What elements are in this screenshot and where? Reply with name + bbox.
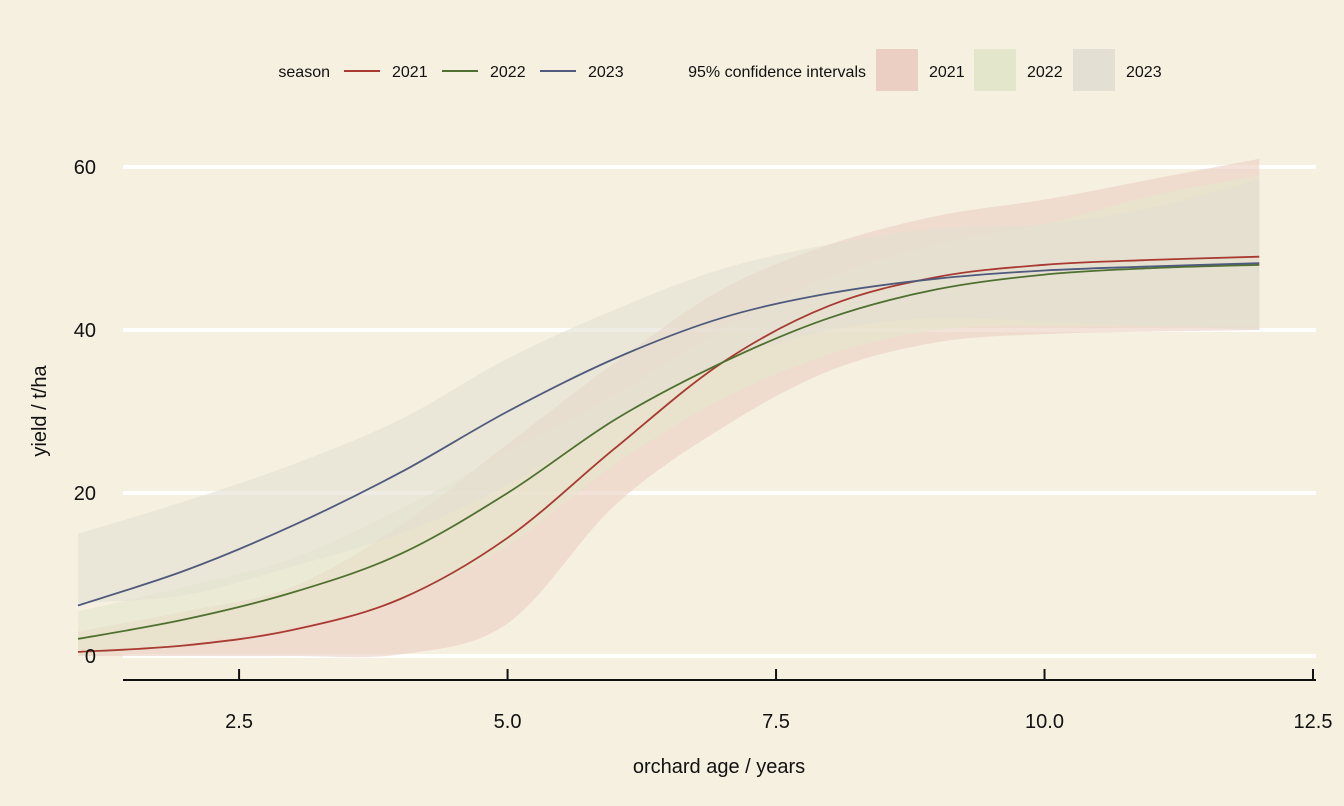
x-tick-label-5.0: 5.0 bbox=[494, 711, 522, 733]
line-2022 bbox=[77, 263, 1260, 640]
y-tick-label-20: 20 bbox=[74, 483, 96, 505]
legend-label-band-2021: 2021 bbox=[929, 64, 965, 81]
legend-title-ci: 95% confidence intervals bbox=[688, 64, 866, 81]
y-tick-label-60: 60 bbox=[74, 157, 96, 179]
line-2021 bbox=[77, 255, 1260, 653]
x-axis-title: orchard age / years bbox=[633, 756, 805, 778]
legend-label-band-2022: 2022 bbox=[1027, 64, 1063, 81]
x-tick-label-12.5: 12.5 bbox=[1294, 711, 1333, 733]
series-lines bbox=[77, 255, 1260, 653]
legend-swatch-2021 bbox=[876, 49, 918, 91]
confidence-bands bbox=[78, 158, 1260, 658]
axes: 2.5 5.0 7.5 10.0 12.5 0 20 40 60 bbox=[74, 157, 1333, 733]
legend-swatch-2022 bbox=[974, 49, 1016, 91]
legend-label-line-2022: 2022 bbox=[490, 64, 526, 81]
y-axis-title: yield / t/ha bbox=[29, 365, 51, 457]
x-tick-label-7.5: 7.5 bbox=[762, 711, 790, 733]
legend-swatch-2023 bbox=[1073, 49, 1115, 91]
legend-label-band-2023: 2023 bbox=[1126, 64, 1162, 81]
y-tick-label-0: 0 bbox=[85, 646, 96, 668]
legend-label-line-2021: 2021 bbox=[392, 64, 428, 81]
y-tick-label-40: 40 bbox=[74, 320, 96, 342]
legend: season 2021 2022 2023 95% confidence interva… bbox=[278, 49, 1162, 91]
legend-title-season: season bbox=[278, 64, 330, 81]
x-tick-label-10.0: 10.0 bbox=[1025, 711, 1064, 733]
x-tick-label-2.5: 2.5 bbox=[225, 711, 253, 733]
legend-label-line-2023: 2023 bbox=[588, 64, 624, 81]
line-2023 bbox=[77, 262, 1260, 607]
